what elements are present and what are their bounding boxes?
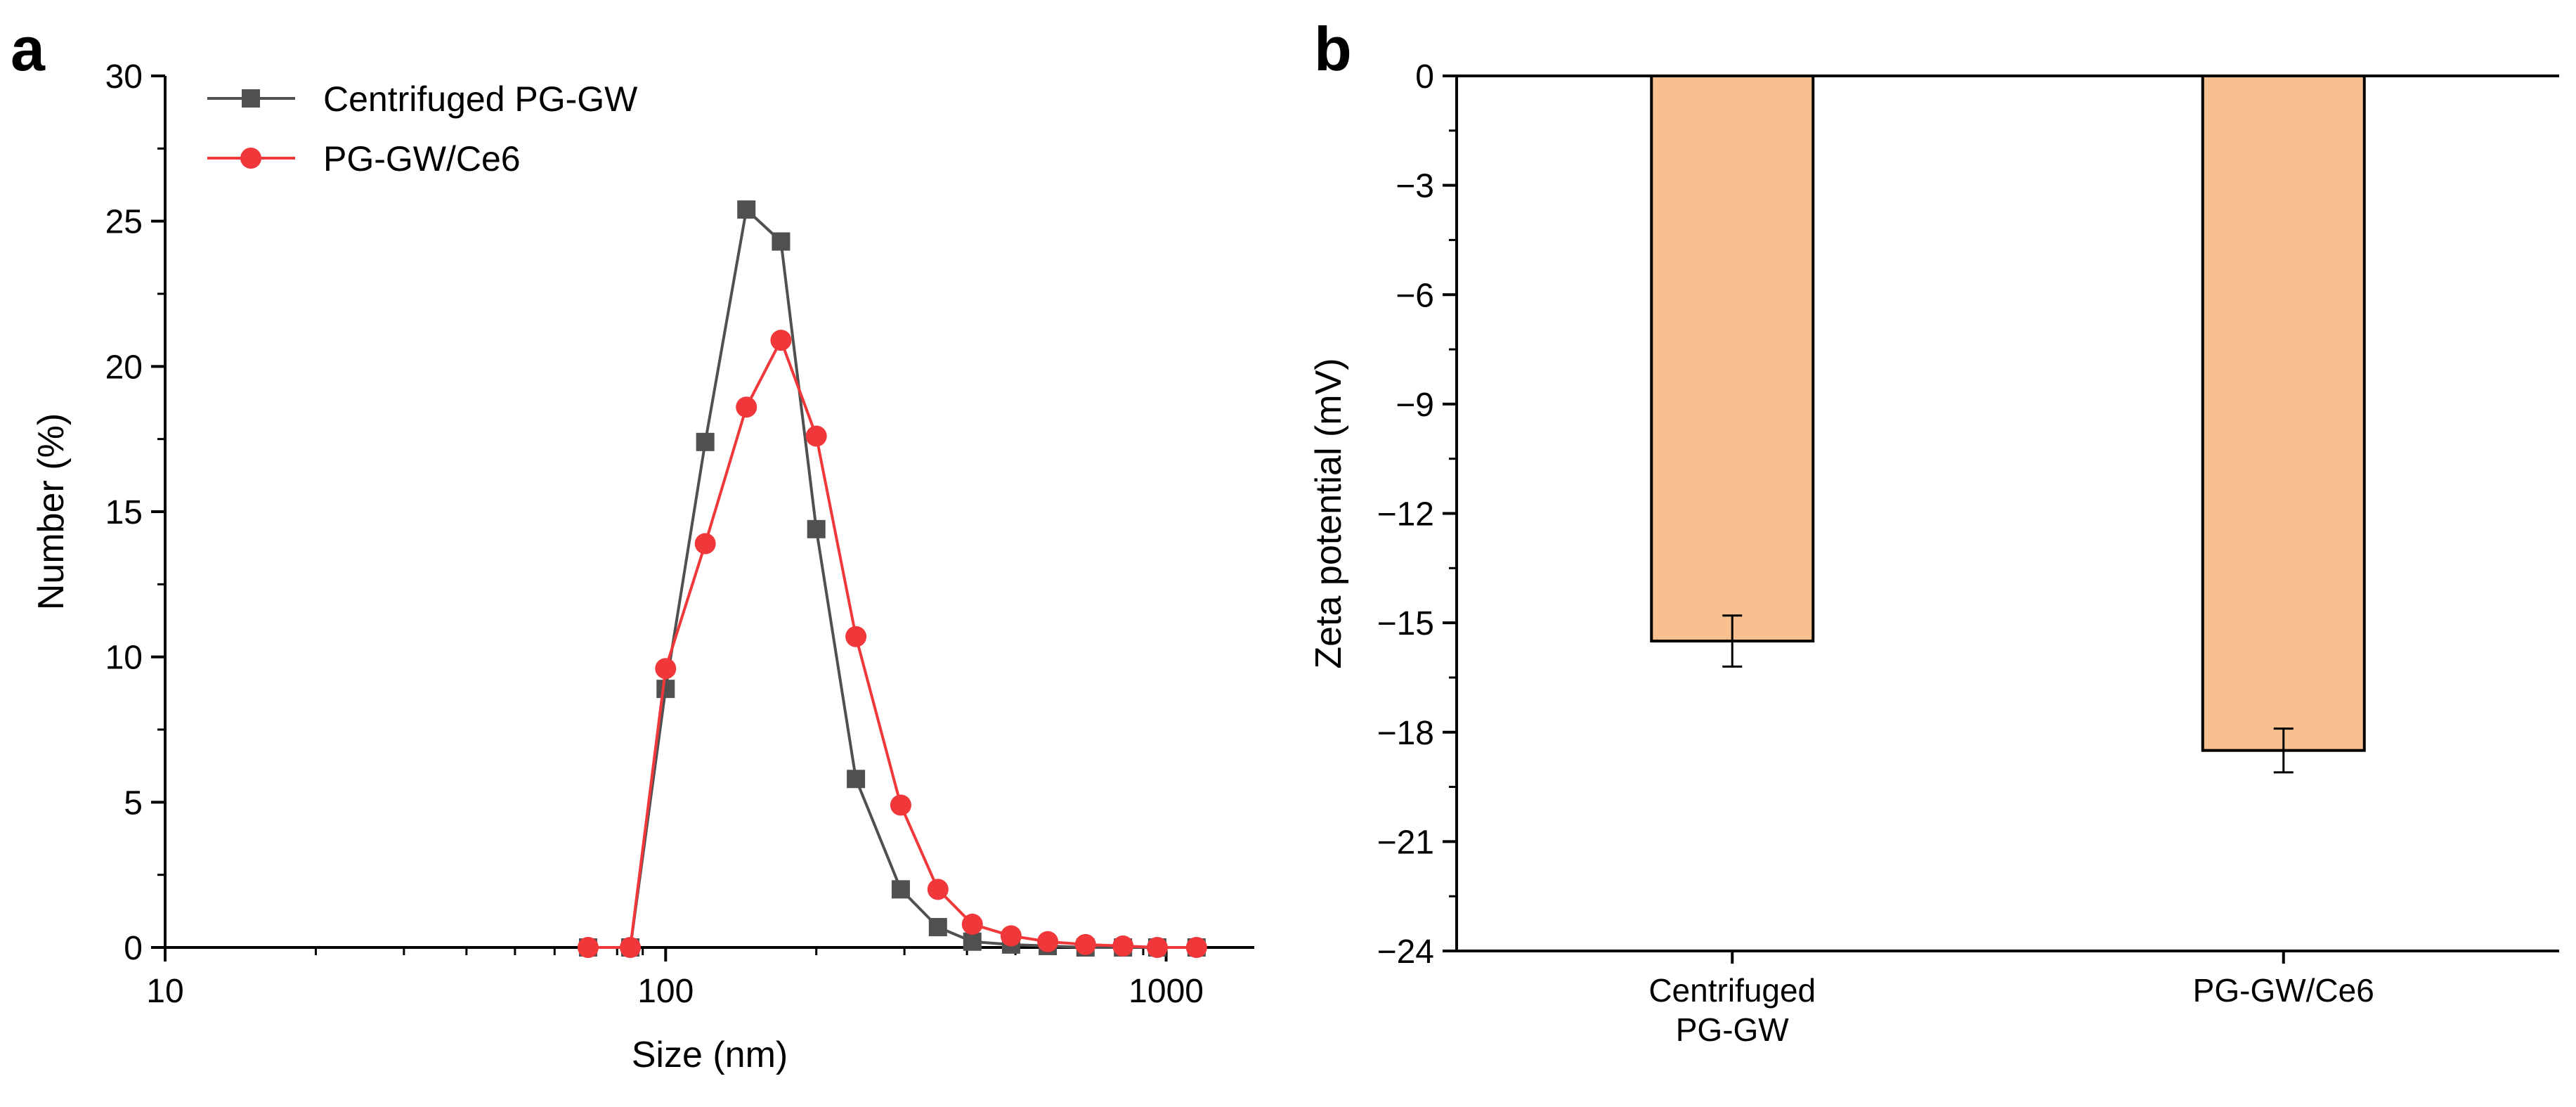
panel-a-data-point-square	[807, 519, 826, 538]
panel-a-data-point-square	[737, 200, 756, 219]
panel-b-bar-1	[1650, 75, 1815, 643]
legend-label: PG-GW/Ce6	[323, 139, 521, 179]
panel-a-data-point-circle	[1074, 933, 1096, 955]
panel-a-data-point-circle	[1185, 937, 1207, 958]
panel-a-y-tick-label: 0	[124, 930, 143, 967]
panel-b-y-tick-label: −6	[1396, 277, 1434, 314]
panel-a-y-tick-label: 20	[105, 349, 143, 386]
panel-a-data-point-circle	[805, 425, 827, 447]
panel-b-chart: b Zeta potential (mV) 0 −3 −6 −9 −12 −15 −18 −2…	[1308, 14, 2559, 1048]
panel-a-series-line-1	[588, 208, 1197, 949]
panel-b-y-tick-label: −21	[1377, 824, 1434, 861]
panel-b-y-tick-label: 0	[1415, 58, 1434, 96]
panel-a-y-tick-label: 30	[105, 58, 143, 96]
legend-label: Centrifuged PG-GW	[323, 79, 638, 119]
panel-b-y-tick-label: −15	[1377, 605, 1434, 642]
panel-a-data-point-circle	[1112, 935, 1134, 957]
panel-a-series-line-2	[588, 339, 1197, 949]
panel-b-category-label: PG-GW/Ce6	[2193, 972, 2374, 1009]
panel-a-data-point-circle	[890, 794, 911, 816]
panel-a-data-point-circle	[1146, 937, 1168, 958]
panel-a-data-point-square	[696, 432, 715, 451]
panel-b-bar-2	[2201, 75, 2366, 752]
panel-a-data-point-square	[656, 680, 675, 699]
panel-b-y-tick-label: −9	[1396, 387, 1434, 424]
panel-b-y-tick-label: −24	[1377, 933, 1434, 971]
panel-a-y-tick-label: 15	[105, 494, 143, 531]
panel-a-data-point-square	[928, 918, 947, 937]
panel-a-data-point-circle	[770, 330, 792, 351]
panel-a-x-tick-label: 1000	[1128, 973, 1204, 1010]
panel-a-data-point-square	[772, 232, 791, 251]
panel-a-data-point-circle	[694, 533, 716, 555]
panel-b-letter: b	[1314, 14, 1352, 84]
panel-a-chart: a Size (nm) Number (%) 0 5 10 15 20 25 30 10 100…	[11, 14, 1254, 1075]
panel-a-data-point-circle	[1037, 931, 1059, 952]
panel-a-y-tick-label: 25	[105, 204, 143, 241]
panel-a-data-point-square	[891, 880, 910, 899]
panel-a-data-point-circle	[655, 658, 677, 680]
panel-b-y-axis-title: Zeta potential (mV)	[1308, 358, 1349, 668]
panel-a-data-point-circle	[961, 913, 983, 935]
panel-a-data-point-circle	[620, 937, 642, 958]
panel-b-y-tick-label: −12	[1377, 496, 1434, 533]
panel-a-x-tick-label: 100	[637, 973, 694, 1010]
legend-marker-square	[242, 89, 260, 108]
panel-a-x-tick-label: 10	[146, 973, 183, 1010]
panel-a-data-point-circle	[1000, 925, 1022, 947]
panel-b-y-tick-label: −3	[1396, 168, 1434, 205]
panel-b-y-tick-label: −18	[1377, 715, 1434, 752]
panel-b-category-label: Centrifuged	[1648, 972, 1816, 1009]
legend-marker-circle	[240, 148, 261, 169]
panel-a-data-point-square	[847, 770, 866, 789]
panel-a-y-tick-label: 5	[124, 784, 143, 822]
panel-a-data-point-circle	[927, 879, 949, 900]
panel-a-data-point-square	[963, 932, 982, 951]
panel-b-category-label: PG-GW	[1676, 1011, 1790, 1048]
panel-a-data-point-circle	[736, 396, 757, 418]
panel-a-y-axis-title: Number (%)	[31, 413, 72, 610]
panel-a-data-point-circle	[845, 626, 867, 647]
panel-a-letter: a	[11, 14, 46, 84]
panel-a-y-tick-label: 10	[105, 640, 143, 677]
panel-a-data-point-circle	[577, 937, 599, 958]
panel-a-x-axis-title: Size (nm)	[632, 1035, 788, 1075]
